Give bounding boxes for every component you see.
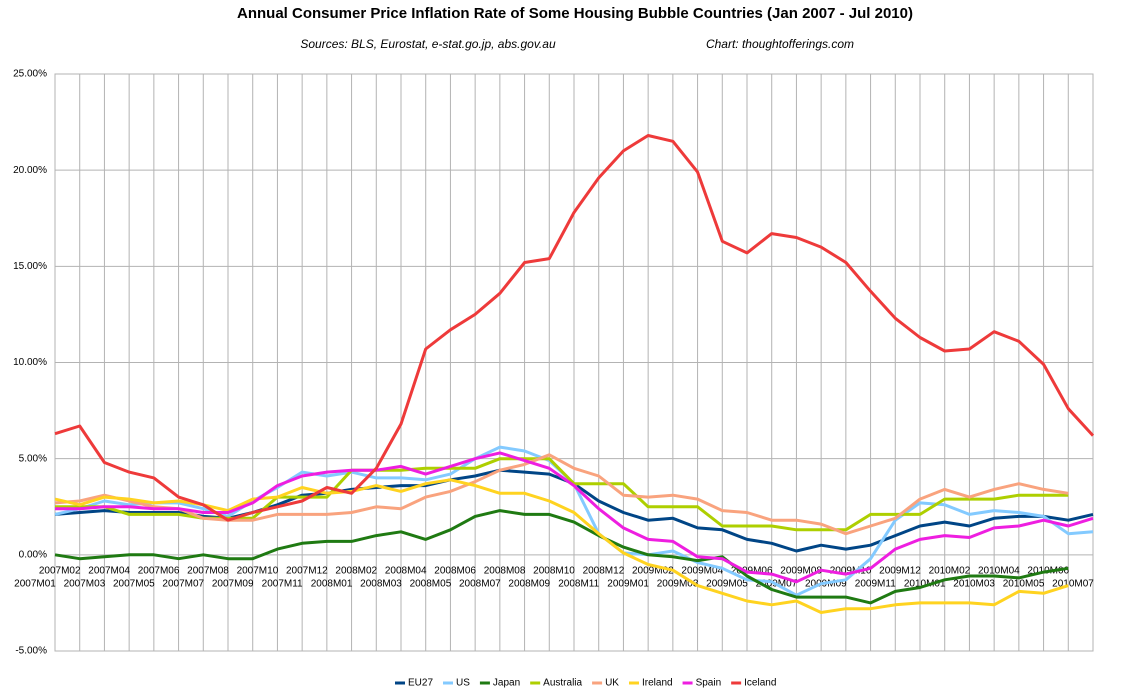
x-tick-label: 2009M04 <box>681 566 723 577</box>
x-tick-label: 2007M06 <box>138 566 180 577</box>
y-tick-label: 5.00% <box>19 453 47 464</box>
y-tick-label: 10.00% <box>13 357 47 368</box>
legend-label: Spain <box>696 678 722 689</box>
legend-label: Japan <box>493 678 520 689</box>
x-tick-label: 2007M04 <box>88 566 130 577</box>
series-line <box>54 478 1069 614</box>
series-line <box>54 134 1095 522</box>
chart-title: Annual Consumer Price Inflation Rate of … <box>237 5 913 22</box>
x-tick-label: 2007M01 <box>14 579 56 590</box>
x-tick-label: 2007M03 <box>64 579 106 590</box>
x-tick-label: 2008M10 <box>533 566 575 577</box>
series-line <box>54 453 1069 536</box>
legend-label: US <box>456 678 470 689</box>
x-tick-label: 2009M01 <box>607 579 649 590</box>
x-tick-label: 2007M10 <box>237 566 279 577</box>
y-tick-label: 0.00% <box>19 549 47 560</box>
x-tick-label: 2010M07 <box>1052 579 1094 590</box>
legend-label: EU27 <box>408 678 433 689</box>
x-tick-label: 2008M04 <box>385 566 427 577</box>
y-tick-label: -5.00% <box>15 646 47 657</box>
x-tick-label: 2007M05 <box>113 579 155 590</box>
x-tick-label: 2008M03 <box>360 579 402 590</box>
x-tick-label: 2007M02 <box>39 566 81 577</box>
x-tick-label: 2009M02 <box>632 566 674 577</box>
x-tick-label: 2007M08 <box>187 566 229 577</box>
x-tick-label: 2010M02 <box>929 566 971 577</box>
y-tick-label: 20.00% <box>13 165 47 176</box>
x-tick-label: 2009M03 <box>657 579 699 590</box>
legend-label: Ireland <box>642 678 673 689</box>
x-tick-label: 2009M10 <box>830 566 872 577</box>
x-tick-label: 2008M09 <box>508 579 550 590</box>
x-tick-label: 2008M02 <box>335 566 377 577</box>
x-tick-label: 2009M11 <box>855 579 896 590</box>
x-tick-label: 2007M09 <box>212 579 254 590</box>
series-line <box>54 509 1069 605</box>
x-tick-label: 2008M06 <box>434 566 476 577</box>
series-line <box>55 451 1094 584</box>
x-tick-label: 2008M01 <box>311 579 353 590</box>
x-tick-label: 2009M12 <box>879 566 921 577</box>
x-tick-label: 2007M11 <box>262 579 303 590</box>
legend-label: Iceland <box>744 678 776 689</box>
x-tick-label: 2010M04 <box>978 566 1020 577</box>
x-tick-label: 2010M03 <box>953 579 995 590</box>
chart-credit: Chart: thoughtofferings.com <box>706 37 854 51</box>
x-tick-label: 2008M08 <box>484 566 526 577</box>
legend-label: Australia <box>543 678 582 689</box>
chart-subtitle: Sources: BLS, Eurostat, e-stat.go.jp, ab… <box>300 37 556 51</box>
x-tick-label: 2010M05 <box>1003 579 1045 590</box>
y-tick-label: 25.00% <box>13 69 47 80</box>
x-tick-label: 2008M07 <box>459 579 501 590</box>
x-tick-label: 2009M05 <box>706 579 748 590</box>
x-tick-label: 2008M12 <box>583 566 625 577</box>
y-tick-label: 15.00% <box>13 261 47 272</box>
x-tick-label: 2007M07 <box>162 579 204 590</box>
x-tick-label: 2010M01 <box>904 579 946 590</box>
x-tick-label: 2008M11 <box>558 579 599 590</box>
x-tick-label: 2007M12 <box>286 566 328 577</box>
x-tick-label: 2008M05 <box>410 579 452 590</box>
legend-label: UK <box>605 678 619 689</box>
x-tick-label: 2009M08 <box>780 566 822 577</box>
